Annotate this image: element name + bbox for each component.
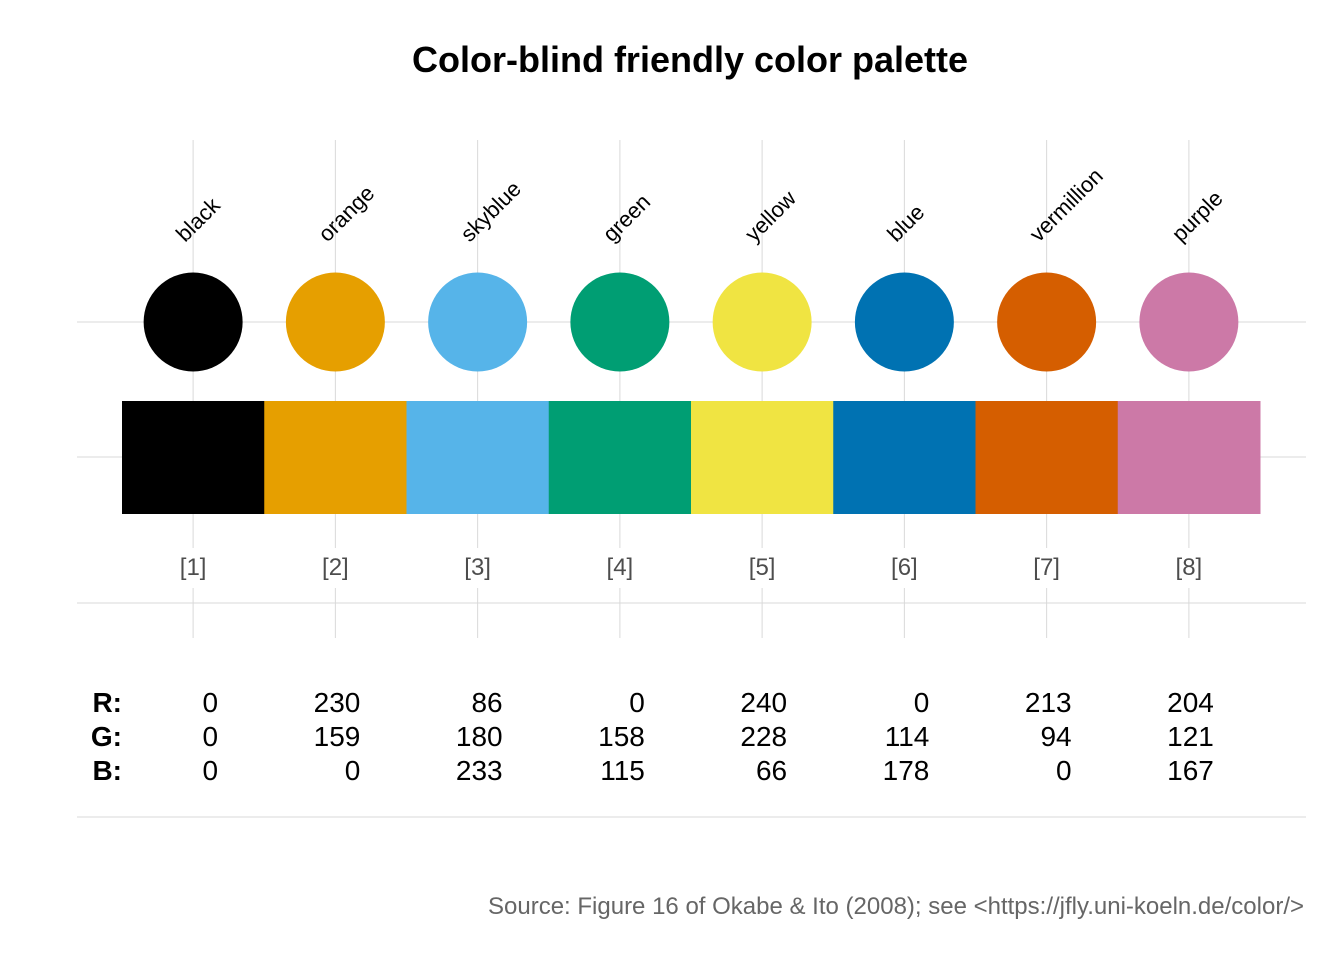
- rgb-value-b: 66: [756, 755, 787, 786]
- rgb-value-r: 0: [629, 687, 645, 718]
- rgb-value-r: 0: [203, 687, 219, 718]
- rgb-row-label: B:: [92, 755, 122, 786]
- color-name-label: vermillion: [1024, 163, 1107, 246]
- color-name-label: blue: [882, 199, 929, 246]
- rgb-value-b: 233: [456, 755, 503, 786]
- color-index-label: [4]: [607, 554, 634, 581]
- rgb-value-r: 86: [471, 687, 502, 718]
- color-strip-segment-blue: [833, 401, 976, 514]
- rgb-value-g: 94: [1040, 721, 1071, 752]
- color-strip-segment-black: [122, 401, 265, 514]
- rgb-value-g: 159: [314, 721, 361, 752]
- rgb-value-g: 121: [1167, 721, 1214, 752]
- color-index-label: [1]: [180, 554, 207, 581]
- color-index-label: [5]: [749, 554, 776, 581]
- rgb-value-b: 167: [1167, 755, 1214, 786]
- label-layer: black[1]000orange[2]2301590skyblue[3]861…: [91, 163, 1228, 786]
- color-circle-blue: [854, 272, 954, 372]
- color-index-label: [6]: [891, 554, 918, 581]
- color-name-label: skyblue: [455, 176, 525, 246]
- rgb-value-g: 180: [456, 721, 503, 752]
- rgb-value-g: 228: [740, 721, 787, 752]
- color-index-label: [2]: [322, 554, 349, 581]
- color-circle-vermillion: [997, 272, 1097, 372]
- rgb-value-b: 0: [345, 755, 361, 786]
- color-strip-segment-vermillion: [975, 401, 1119, 514]
- source-caption: Source: Figure 16 of Okabe & Ito (2008);…: [488, 893, 1304, 920]
- color-index-label: [7]: [1033, 554, 1060, 581]
- rgb-value-b: 0: [1056, 755, 1072, 786]
- rgb-value-r: 204: [1167, 687, 1214, 718]
- color-strip-segment-skyblue: [406, 401, 550, 514]
- color-strip-segment-green: [548, 401, 692, 514]
- color-circle-orange: [285, 272, 385, 372]
- rgb-row-label: G:: [91, 721, 122, 752]
- color-name-label: orange: [313, 180, 379, 246]
- swatch-layer: [122, 272, 1261, 514]
- rgb-value-r: 230: [314, 687, 361, 718]
- color-circle-yellow: [712, 272, 812, 372]
- color-index-label: [3]: [464, 554, 491, 581]
- color-name-label: black: [171, 192, 226, 247]
- rgb-value-r: 0: [914, 687, 930, 718]
- color-circle-black: [143, 272, 243, 372]
- color-name-label: yellow: [740, 186, 801, 247]
- color-strip-segment-purple: [1117, 401, 1261, 514]
- rgb-value-g: 114: [885, 721, 930, 752]
- color-circle-green: [570, 272, 670, 372]
- chart-title: Color-blind friendly color palette: [412, 39, 968, 80]
- rgb-value-b: 0: [203, 755, 219, 786]
- color-strip-segment-yellow: [691, 401, 834, 514]
- color-strip-segment-orange: [264, 401, 407, 514]
- rgb-value-g: 0: [203, 721, 219, 752]
- rgb-value-g: 158: [598, 721, 645, 752]
- color-circle-purple: [1139, 272, 1239, 372]
- color-circle-skyblue: [428, 272, 528, 372]
- rgb-row-label: R:: [92, 687, 122, 718]
- color-name-label: purple: [1167, 186, 1228, 247]
- rgb-value-b: 178: [883, 755, 930, 786]
- rgb-value-r: 240: [740, 687, 787, 718]
- rgb-value-b: 115: [600, 755, 645, 786]
- rgb-value-r: 213: [1025, 687, 1072, 718]
- color-name-label: green: [598, 189, 655, 246]
- color-index-label: [8]: [1176, 554, 1203, 581]
